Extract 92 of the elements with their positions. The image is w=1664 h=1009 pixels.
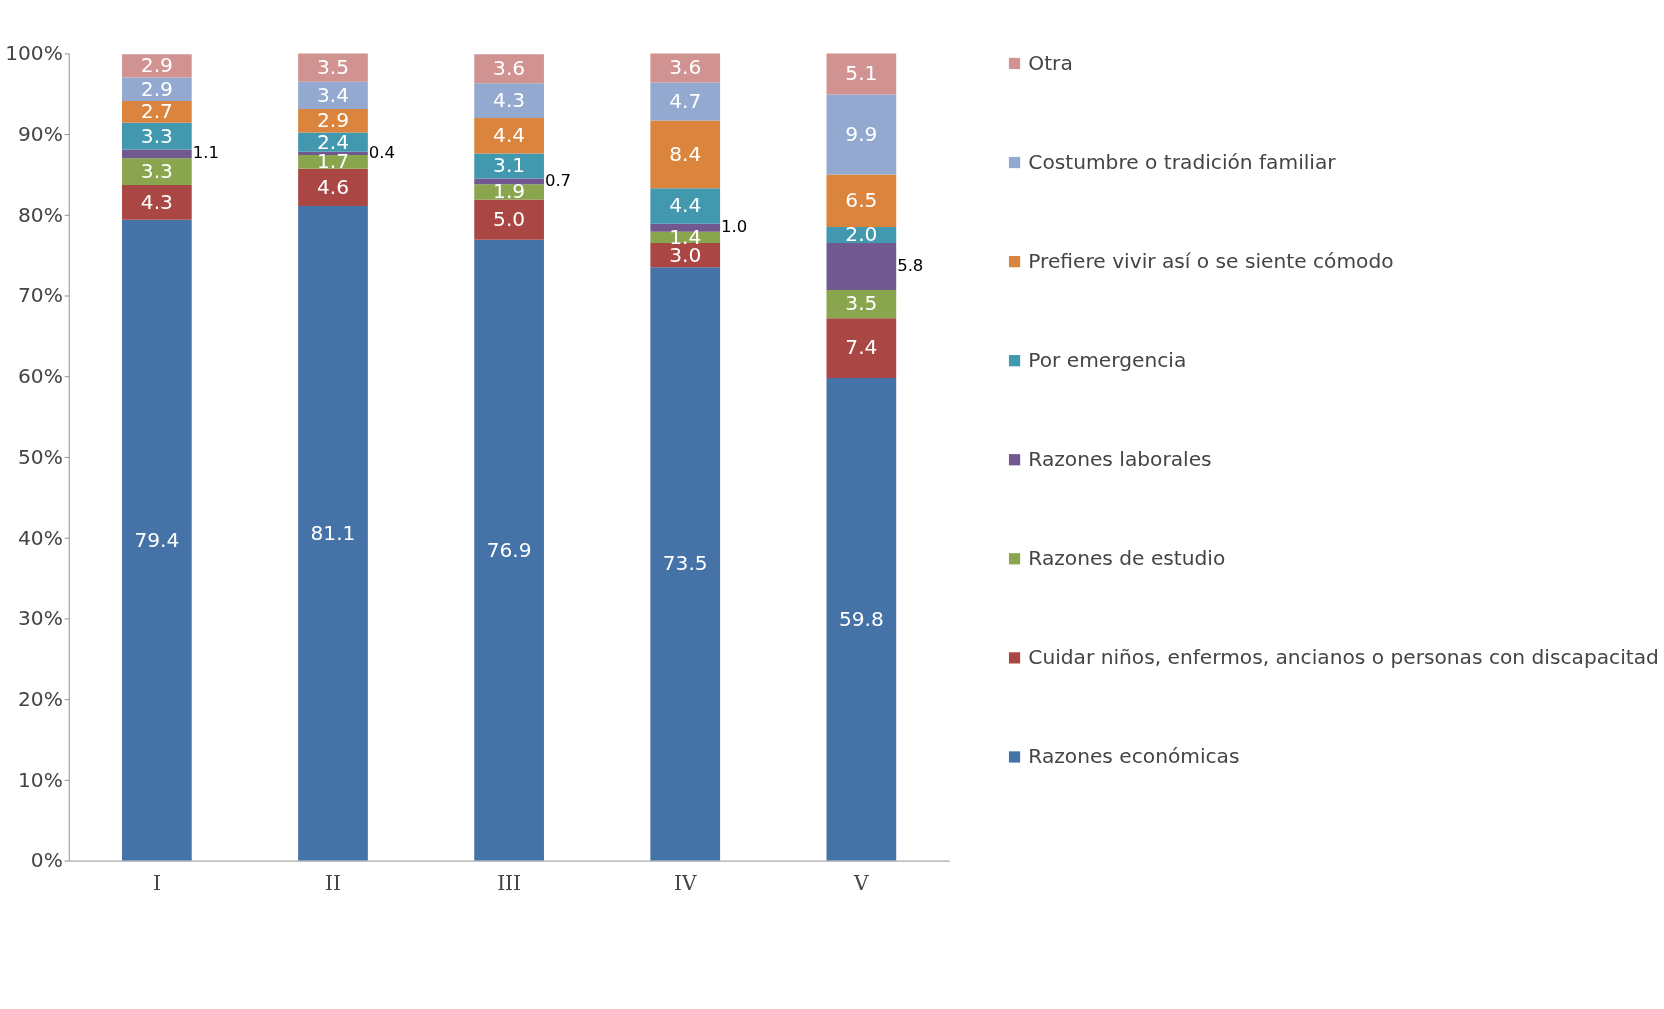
data-label: 2.9 [140,53,173,78]
bar [826,289,897,319]
legend-label: Prefiere vivir así o se siente cómodo [1028,249,1394,274]
bar [122,149,192,159]
legend-label: Razones laborales [1028,447,1212,472]
legend-label: Otra [1028,50,1073,75]
bar [474,54,544,84]
data-label: 1.4 [669,224,702,249]
bar [650,188,721,224]
data-label: 5.0 [493,207,526,232]
bar [650,223,721,232]
bar [122,158,192,185]
bar [298,168,368,206]
data-label: 81.1 [310,520,356,545]
data-label: 0.4 [368,143,396,163]
bar [826,174,897,227]
bar [122,219,192,861]
bar [122,54,192,78]
bar [474,153,544,179]
data-label: 73.5 [662,551,708,576]
bar [122,184,192,220]
data-label: 8.4 [669,141,702,166]
bar [826,377,897,861]
data-label: 3.6 [669,55,702,80]
y-tick-label: 40% [17,525,63,550]
y-tick-label: 50% [17,444,63,469]
data-label: 4.4 [669,193,702,218]
y-tick-label: 80% [17,202,63,227]
data-label: 59.8 [838,606,884,631]
bar [474,83,544,118]
bar [122,101,192,123]
legend-label: Razones económicas [1028,744,1240,769]
data-label: 3.6 [493,56,526,81]
data-label: 0.7 [544,170,572,190]
data-label: 76.9 [486,537,532,562]
legend-label: Costumbre o tradición familiar [1028,149,1337,174]
bar [826,318,897,378]
data-label: 3.5 [316,54,350,79]
bar [474,239,544,861]
data-label: 2.7 [140,99,173,124]
data-label: 3.5 [845,291,878,316]
data-label: 4.7 [669,88,702,113]
data-label: 6.5 [845,188,878,213]
x-tick-label: V [853,870,870,895]
y-tick-label: 0% [30,848,63,873]
y-tick-label: 10% [17,767,63,792]
bar [474,117,544,154]
bar [826,243,897,290]
data-label: 4.3 [140,189,173,214]
y-tick-label: 60% [17,364,63,389]
y-tick-label: 30% [17,606,63,631]
x-tick-label: II [325,870,341,895]
bar [298,155,368,169]
y-tick-label: 90% [17,121,63,146]
bar [650,267,721,861]
bar [474,199,544,240]
data-label: 3.4 [316,82,350,107]
bar [826,94,897,175]
bar [650,53,721,83]
data-label: 1.1 [192,143,219,163]
x-tick-label: III [497,870,522,895]
data-label: 9.9 [845,121,878,146]
data-label: 3.3 [140,159,173,184]
data-label: 1.9 [493,179,526,204]
data-label: 4.3 [493,88,526,113]
bar [298,132,368,152]
data-label: 4.6 [316,174,350,199]
legend-label: Razones de estudio [1028,546,1226,571]
data-label: 2.9 [140,76,173,101]
x-tick-label: I [152,870,161,895]
bar [650,120,721,189]
x-tick-label: IV [673,870,697,895]
bar [650,82,721,121]
data-label: 2.0 [845,222,878,247]
legend-label: Por emergencia [1028,348,1187,373]
data-label: 3.3 [140,123,173,148]
bar [298,205,368,861]
data-label: 7.4 [845,335,878,360]
y-tick-label: 100% [5,41,63,66]
bar [298,53,368,82]
y-tick-label: 70% [17,283,63,308]
legend-label: Cuidar niños, enfermos, ancianos o personas con discapacitad [1028,645,1659,670]
bar [826,53,897,95]
data-label: 79.4 [134,527,180,552]
y-tick-label: 20% [17,687,63,712]
bar [474,178,544,185]
bar [298,81,368,110]
data-label: 4.4 [493,123,526,148]
data-label: 1.0 [721,217,748,237]
data-label: 5.1 [845,61,878,86]
data-label: 5.8 [897,256,924,276]
data-label: 3.1 [493,153,526,178]
